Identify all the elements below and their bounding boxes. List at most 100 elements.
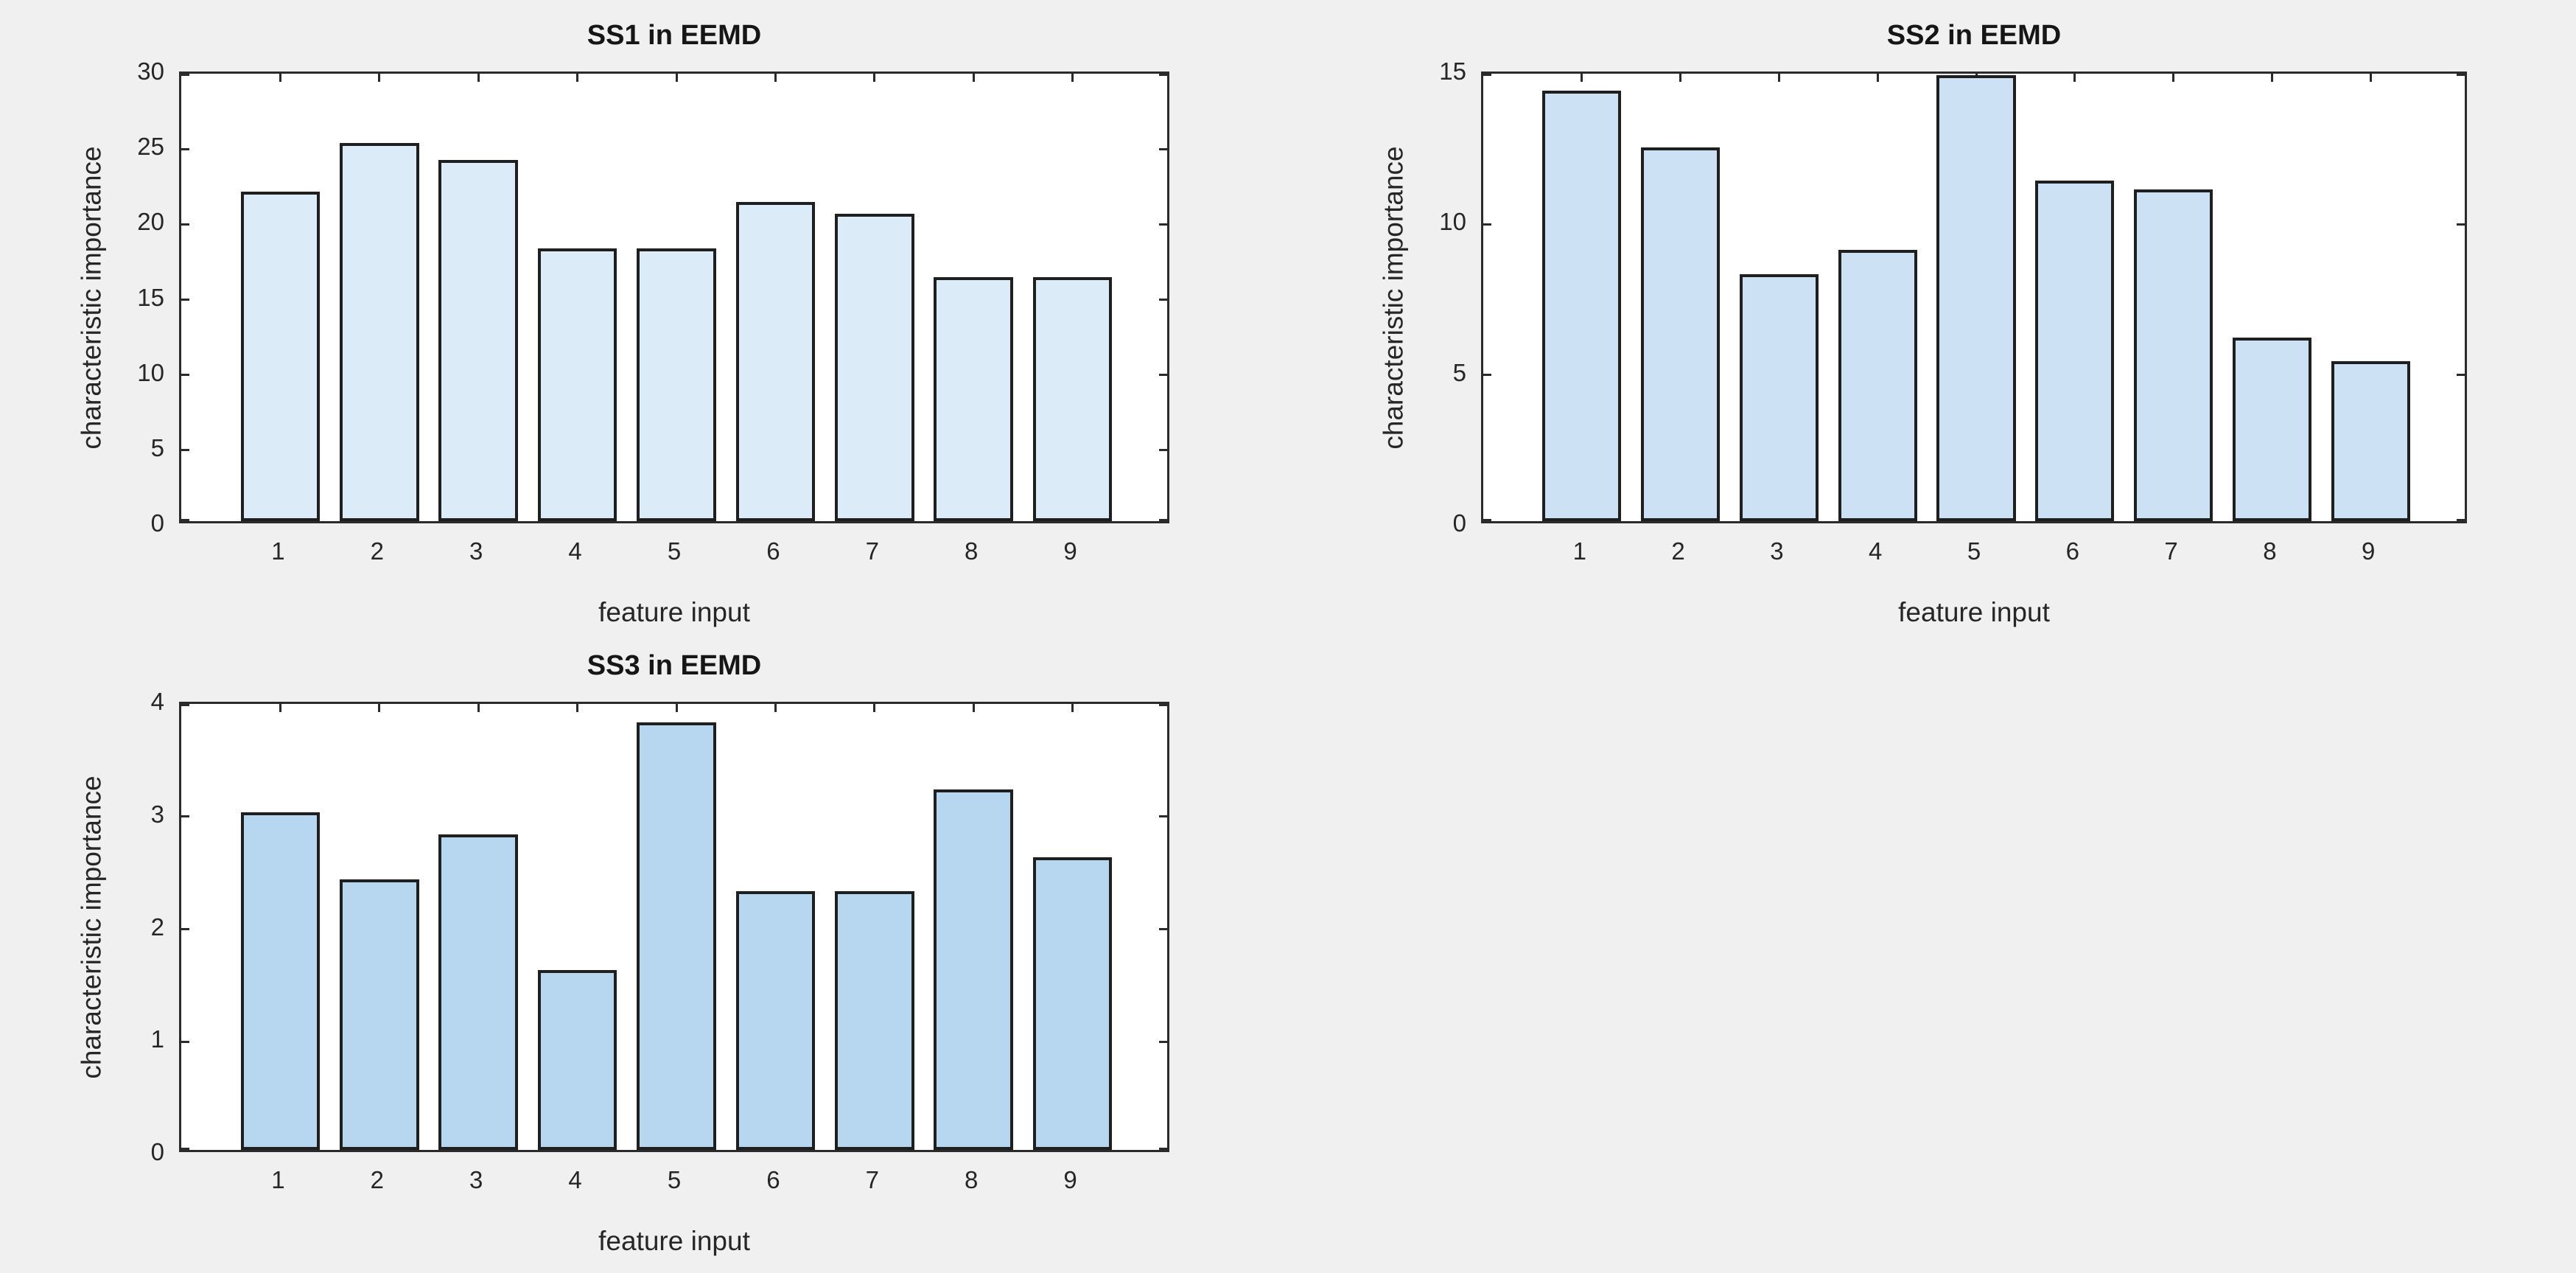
- x-tick-mark: [2270, 74, 2273, 82]
- y-tick-mark: [1159, 147, 1167, 150]
- x-tick-label: 1: [271, 1166, 285, 1193]
- bar: [1838, 250, 1917, 521]
- x-tick-mark: [675, 74, 678, 82]
- y-tick-label: 4: [150, 688, 164, 715]
- y-tick-label: 0: [150, 1138, 164, 1165]
- y-tick-label: 30: [137, 57, 164, 85]
- x-tick-mark: [279, 74, 281, 82]
- y-tick-mark: [1159, 519, 1167, 521]
- y-tick-mark: [181, 223, 189, 226]
- y-tick-mark: [181, 519, 189, 521]
- bar: [537, 969, 617, 1150]
- y-tick-mark: [1483, 519, 1491, 521]
- x-tick-mark: [279, 704, 281, 712]
- bar: [1032, 276, 1113, 521]
- x-axis-label: feature input: [598, 1226, 750, 1256]
- x-axis-label: feature input: [598, 597, 750, 627]
- y-tick-mark: [2457, 74, 2465, 76]
- x-tick-label: 2: [1671, 537, 1685, 565]
- x-tick-label: 6: [766, 537, 780, 565]
- bar: [2035, 181, 2115, 521]
- y-tick-mark: [181, 147, 189, 150]
- plot-area: [1481, 72, 2467, 523]
- x-tick-label: 1: [271, 537, 285, 565]
- x-tick-mark: [972, 704, 975, 712]
- y-tick-mark: [1483, 74, 1491, 76]
- y-tick-mark: [181, 299, 189, 301]
- chart-title: SS3 in EEMD: [587, 650, 762, 681]
- y-tick-mark: [181, 1148, 189, 1150]
- x-tick-mark: [873, 704, 876, 712]
- y-tick-mark: [181, 74, 189, 76]
- y-tick-mark: [181, 1040, 189, 1043]
- x-tick-label: 3: [469, 1166, 483, 1193]
- x-tick-label: 3: [1770, 537, 1784, 565]
- y-tick-mark: [1159, 815, 1167, 818]
- y-tick-mark: [1159, 1148, 1167, 1150]
- bar: [735, 890, 816, 1150]
- bar: [340, 143, 419, 521]
- bar: [835, 214, 914, 521]
- x-tick-mark: [1777, 74, 1780, 82]
- bar: [438, 834, 518, 1150]
- x-tick-mark: [972, 74, 975, 82]
- x-tick-label: 8: [965, 537, 979, 565]
- x-tick-label: 3: [469, 537, 483, 565]
- x-axis-label: feature input: [1898, 597, 2050, 627]
- bar: [934, 276, 1013, 521]
- bar: [1542, 90, 1622, 521]
- x-tick-mark: [2172, 74, 2175, 82]
- y-tick-mark: [1159, 299, 1167, 301]
- x-tick-mark: [1679, 74, 1682, 82]
- y-tick-mark: [1483, 374, 1491, 377]
- x-tick-mark: [378, 704, 381, 712]
- x-tick-mark: [477, 704, 480, 712]
- x-tick-mark: [774, 704, 777, 712]
- x-tick-label: 9: [2362, 537, 2376, 565]
- y-tick-mark: [1159, 223, 1167, 226]
- y-tick-label: 5: [1452, 358, 1466, 386]
- x-tick-label: 8: [965, 1166, 979, 1193]
- bar: [240, 191, 321, 521]
- x-tick-mark: [2073, 74, 2076, 82]
- x-tick-label: 7: [865, 537, 879, 565]
- y-tick-label: 2: [150, 913, 164, 941]
- y-tick-label: 0: [1452, 509, 1466, 537]
- y-tick-mark: [181, 815, 189, 818]
- bar: [637, 248, 716, 521]
- y-tick-mark: [2457, 223, 2465, 226]
- bar: [537, 248, 617, 521]
- bar: [2134, 189, 2213, 521]
- x-tick-mark: [576, 704, 579, 712]
- bar: [934, 789, 1013, 1150]
- x-tick-mark: [1581, 74, 1583, 82]
- chart-title: SS2 in EEMD: [1886, 20, 2062, 51]
- x-tick-label: 7: [865, 1166, 879, 1193]
- bar: [637, 722, 716, 1150]
- x-tick-label: 7: [2164, 537, 2178, 565]
- bar: [438, 159, 518, 521]
- y-tick-mark: [181, 928, 189, 930]
- x-tick-mark: [477, 74, 480, 82]
- bar: [735, 201, 816, 521]
- y-tick-mark: [2457, 519, 2465, 521]
- x-tick-mark: [774, 74, 777, 82]
- x-tick-label: 2: [370, 537, 384, 565]
- bar: [340, 879, 419, 1150]
- y-tick-mark: [2457, 374, 2465, 377]
- x-tick-label: 5: [1967, 537, 1981, 565]
- x-tick-mark: [378, 74, 381, 82]
- x-tick-mark: [675, 704, 678, 712]
- x-tick-label: 2: [370, 1166, 384, 1193]
- y-tick-label: 10: [137, 358, 164, 386]
- x-tick-label: 4: [1869, 537, 1883, 565]
- y-tick-label: 25: [137, 133, 164, 161]
- x-tick-label: 4: [568, 1166, 582, 1193]
- x-tick-label: 1: [1572, 537, 1586, 565]
- y-tick-mark: [181, 704, 189, 706]
- x-tick-mark: [576, 74, 579, 82]
- y-tick-label: 20: [137, 208, 164, 236]
- x-tick-label: 6: [2065, 537, 2079, 565]
- bar: [1739, 273, 1819, 521]
- bar: [2232, 337, 2311, 521]
